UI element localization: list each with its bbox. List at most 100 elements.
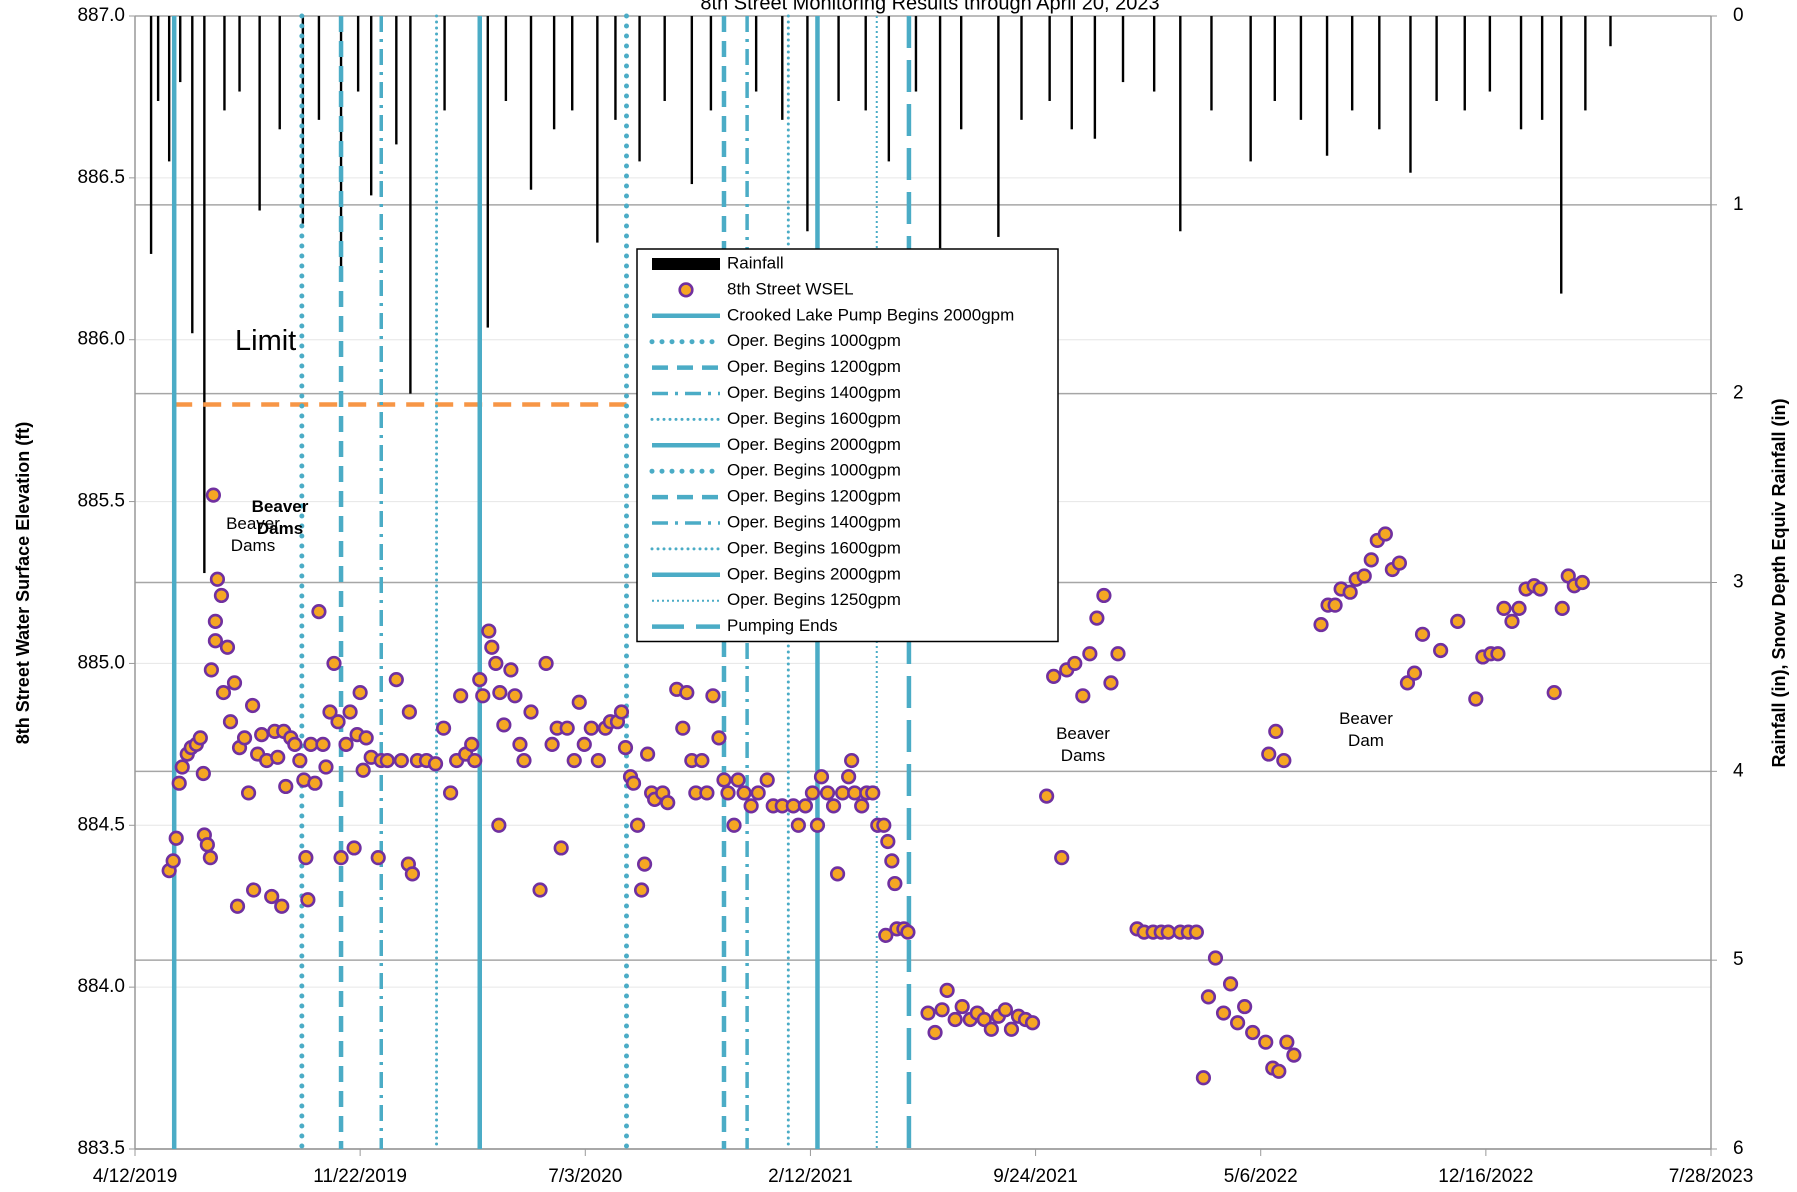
rain-bar [1299, 16, 1303, 120]
wsel-point [435, 720, 452, 736]
wsel-point [878, 927, 894, 943]
y2-axis-title: Rainfall (in), Snow Depth Equiv Rainfall… [1769, 398, 1789, 767]
rain-bar [1378, 16, 1381, 130]
wsel-point [736, 785, 752, 801]
wsel-point [168, 830, 184, 846]
legend: Rainfall 8th Street WSEL Crooked Lake Pump… [636, 248, 1059, 643]
wsel-point [544, 736, 560, 752]
rain-bar [754, 16, 758, 92]
rain-bar [638, 16, 641, 162]
wsel-point [496, 717, 512, 733]
wsel-point [1279, 1034, 1295, 1050]
wsel-point [516, 752, 532, 769]
y2-tick-label: 1 [1733, 194, 1744, 215]
wsel-point [207, 633, 224, 649]
wsel-point [472, 672, 488, 688]
wsel-point [274, 898, 290, 914]
annotation: Beaver Dams [226, 514, 280, 555]
wsel-point [1207, 950, 1224, 966]
wsel-point [229, 898, 246, 914]
rain-bar [1609, 16, 1612, 47]
wsel-point [318, 759, 334, 775]
rain-bar [203, 16, 206, 574]
wsel-point [311, 604, 327, 620]
y-tick-label: 883.5 [77, 1138, 125, 1159]
wsel-point [583, 720, 599, 736]
wsel-point [338, 736, 354, 752]
wsel-point [1532, 581, 1548, 597]
rain-bar [409, 16, 412, 394]
rain-bar [238, 16, 241, 92]
wsel-point [1110, 646, 1126, 662]
rain-bar [278, 16, 281, 130]
wsel-point [900, 924, 916, 940]
rain-bar [938, 16, 942, 249]
wsel-point [503, 662, 519, 678]
wsel-point [1406, 665, 1423, 681]
wsel-point [876, 817, 892, 833]
wsel-point [790, 817, 806, 833]
wsel-point [215, 684, 232, 701]
legend-entry: Oper. Begins 1400gpm [652, 512, 901, 531]
legend-label: Oper. Begins 2000gpm [727, 435, 901, 454]
y-tick-label: 885.5 [77, 491, 125, 512]
wsel-point [841, 769, 857, 785]
legend-label: Oper. Begins 1600gpm [727, 538, 901, 557]
wsel-point [1067, 655, 1083, 672]
rain-bar [837, 16, 840, 101]
wsel-point [512, 736, 528, 752]
wsel-point [1363, 552, 1379, 568]
wsel-point [629, 817, 646, 833]
rain-bar [596, 16, 599, 243]
wsel-point [1258, 1034, 1274, 1050]
wsel-point [1261, 746, 1277, 762]
wsel-point [205, 487, 221, 503]
wsel-point [270, 749, 286, 765]
rain-bar [1070, 16, 1073, 130]
legend-entry: Oper. Begins 1400gpm [652, 383, 901, 402]
wsel-point [300, 892, 316, 908]
rain-bar [1325, 16, 1329, 156]
wsel-point [388, 672, 404, 688]
rain-bar [1435, 16, 1438, 101]
y2-tick-label: 5 [1733, 949, 1744, 970]
wsel-point [947, 1011, 963, 1028]
wsel-point [617, 739, 634, 756]
wsel-point [192, 730, 208, 746]
wsel-point [219, 639, 236, 655]
x-tick-label: 9/24/2021 [993, 1166, 1078, 1187]
wsel-point [1377, 526, 1393, 542]
wsel-point [699, 785, 715, 801]
wsel-point [1024, 1015, 1041, 1031]
legend-label: Oper. Begins 1400gpm [727, 383, 901, 402]
wsel-point [1504, 613, 1520, 629]
wsel-point [1414, 626, 1431, 642]
wsel-point [834, 785, 851, 801]
wsel-point [1096, 587, 1112, 604]
wsel-point [1003, 1021, 1020, 1037]
legend-label: Oper. Begins 1400gpm [727, 512, 901, 531]
rain-bar [1560, 16, 1563, 294]
wsel-point [1496, 600, 1512, 616]
wsel-point [759, 772, 775, 788]
wsel-point [934, 1002, 950, 1018]
wsel-point [1215, 1005, 1232, 1021]
wsel-point [1327, 597, 1343, 613]
wsel-point [636, 856, 653, 872]
wsel-point [716, 772, 732, 788]
wsel-point [559, 720, 575, 736]
wsel-point [1082, 646, 1098, 662]
rain-bar [149, 16, 153, 254]
rain-bar [1463, 16, 1466, 111]
wsel-point [743, 798, 759, 814]
wsel-point [576, 736, 592, 752]
wsel-point [303, 736, 319, 752]
rain-bar [167, 16, 171, 162]
wsel-point [1046, 668, 1062, 684]
wsel-point [553, 840, 569, 856]
rain-bar [486, 16, 489, 328]
wsel-point [207, 613, 224, 629]
rain-bar [997, 16, 1000, 237]
wsel-point [1054, 850, 1070, 866]
wsel-point [358, 730, 374, 746]
